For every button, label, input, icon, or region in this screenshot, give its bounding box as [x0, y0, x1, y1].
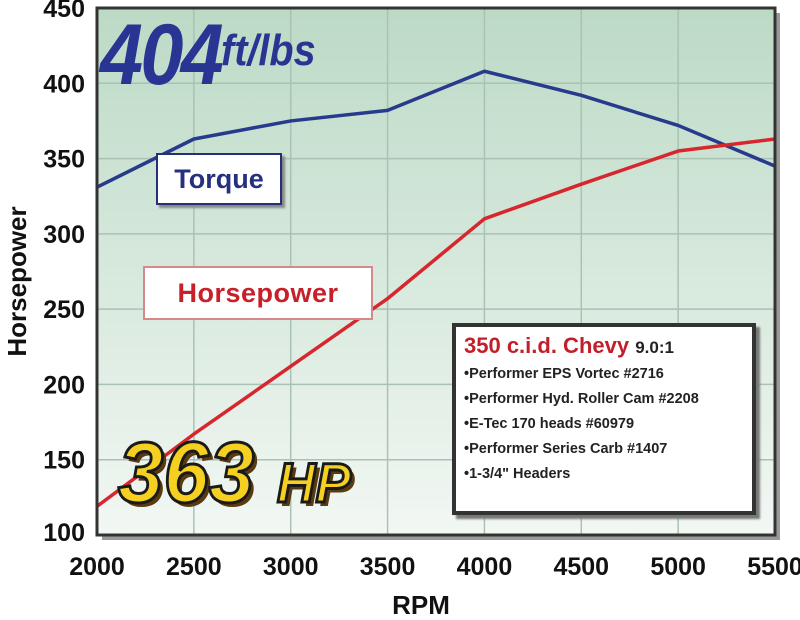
- y-tick-label: 350: [43, 146, 85, 174]
- hp-peak-callout: 363 HP: [117, 425, 353, 521]
- x-tick-label: 5000: [650, 553, 706, 581]
- series-line-horsepower: [95, 137, 776, 508]
- y-tick-label: 400: [43, 70, 85, 98]
- x-tick-label: 3500: [360, 553, 416, 581]
- engine-spec-box: 350 c.i.d. Chevy 9.0:1 Performer EPS Vor…: [452, 323, 756, 515]
- y-tick-label: 250: [43, 296, 85, 324]
- x-tick-label: 3000: [263, 553, 319, 581]
- y-tick-label: 100: [43, 519, 85, 547]
- series-line-torque: [96, 69, 776, 189]
- y-tick-label: 450: [43, 0, 85, 23]
- x-tick-label: 4000: [457, 553, 513, 581]
- spec-title: 350 c.i.d. Chevy 9.0:1: [464, 333, 674, 358]
- torque-series-label: Torque: [156, 153, 282, 205]
- torque-peak-callout: 404ft/lbs: [100, 7, 316, 103]
- y-tick-label: 300: [43, 221, 85, 249]
- x-axis-title: RPM: [392, 590, 450, 620]
- horsepower-series-label: Horsepower: [143, 266, 373, 320]
- x-tick-label: 5500: [747, 553, 800, 581]
- spec-item: Performer Series Carb #1407: [464, 437, 744, 462]
- y-axis-title: Horsepower: [2, 206, 32, 356]
- spec-item: 1-3/4" Headers: [464, 462, 744, 487]
- spec-item: Performer Hyd. Roller Cam #2208: [464, 387, 744, 412]
- x-tick-label: 2500: [166, 553, 222, 581]
- y-tick-label: 150: [43, 447, 85, 475]
- spec-item: E-Tec 170 heads #60979: [464, 412, 744, 437]
- plot-frame: [95, 6, 777, 537]
- y-tick-label: 200: [43, 371, 85, 399]
- x-tick-label: 2000: [69, 553, 125, 581]
- x-tick-label: 4500: [553, 553, 609, 581]
- spec-item: Performer EPS Vortec #2716: [464, 362, 744, 387]
